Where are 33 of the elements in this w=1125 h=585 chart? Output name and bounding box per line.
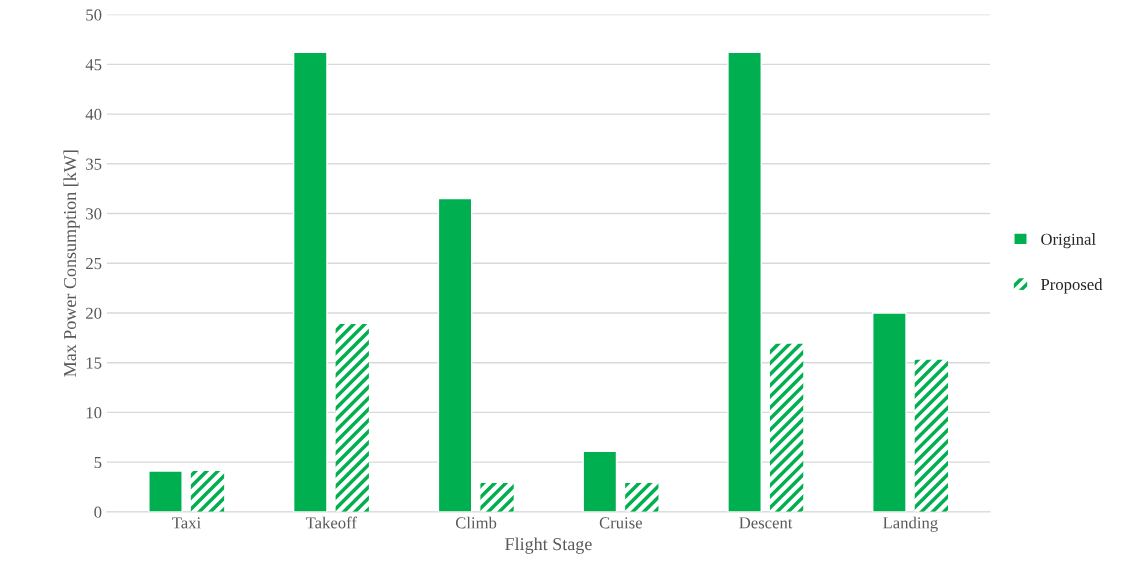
bar (769, 343, 804, 512)
x-tick-label: Takeoff (305, 516, 357, 529)
bar (914, 359, 949, 512)
y-tick-label: 10 (86, 407, 102, 419)
x-tick-label: Climb (455, 516, 497, 529)
y-tick-label: 40 (85, 108, 102, 121)
bar (625, 483, 659, 512)
bar (480, 483, 514, 512)
bar (335, 323, 369, 512)
y-tick-label: 45 (85, 59, 102, 71)
y-tick-label: 35 (86, 158, 102, 170)
bar (148, 470, 183, 512)
bar (582, 450, 618, 512)
bar (727, 51, 762, 512)
x-tick-label: Descent (739, 517, 793, 529)
x-tick-label: Taxi (172, 517, 201, 529)
y-tick-label: 20 (86, 307, 102, 319)
legend-label: Original (1041, 233, 1096, 249)
x-tick-label: Landing (883, 516, 938, 532)
bar (292, 51, 328, 512)
y-tick-label: 0 (94, 506, 102, 518)
x-tick-label: Cruise (599, 517, 642, 529)
bar (190, 471, 225, 512)
x-axis-title: Flight Stage (505, 537, 592, 554)
legend-label: Proposed (1040, 278, 1103, 294)
y-tick-label: 50 (86, 9, 102, 21)
y-tick-label: 30 (86, 208, 102, 220)
y-tick-label: 5 (94, 457, 102, 469)
y-axis-title: Max Power Consumption [kW] (63, 150, 80, 377)
y-tick-label: 25 (86, 258, 102, 270)
y-tick-label: 15 (86, 357, 102, 369)
bar (872, 312, 907, 512)
bar (437, 197, 473, 512)
